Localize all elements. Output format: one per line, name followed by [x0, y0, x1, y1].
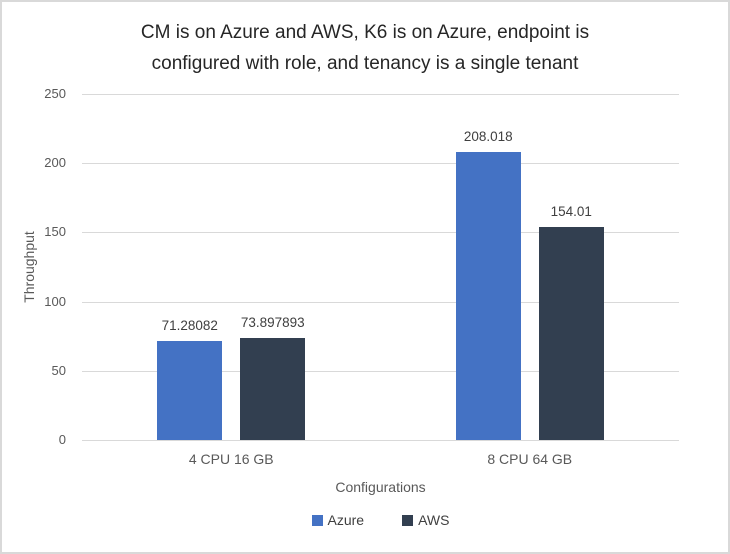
- y-tick-label: 150: [44, 224, 66, 240]
- gridline: [82, 94, 679, 95]
- category-label: 8 CPU 64 GB: [487, 451, 573, 467]
- chart-title-line-1: CM is on Azure and AWS, K6 is on Azure, …: [140, 22, 590, 43]
- legend-label-azure: Azure: [327, 512, 365, 528]
- legend-label-aws: AWS: [418, 512, 450, 528]
- y-tick-label: 100: [44, 293, 66, 309]
- data-label-azure: 71.28082: [161, 318, 218, 334]
- y-tick-label: 0: [58, 432, 66, 447]
- legend-item-aws: AWS: [402, 512, 449, 528]
- x-axis-title: Configurations: [335, 479, 426, 495]
- gridline: [82, 163, 679, 165]
- y-tick-label: 250: [44, 86, 66, 101]
- data-label-azure: 208.018: [463, 129, 513, 145]
- gridline: [82, 301, 679, 303]
- y-axis-title: Throughput: [21, 231, 37, 303]
- y-tick-label: 50: [51, 362, 66, 378]
- data-label-aws: 73.897893: [240, 314, 305, 330]
- chart-title: CM is on Azure and AWS, K6 is on Azure, …: [2, 17, 728, 79]
- gridline: [82, 370, 679, 372]
- legend: Azure AWS: [82, 512, 679, 528]
- legend-swatch-azure: [311, 514, 323, 526]
- bar-aws: [240, 337, 306, 440]
- legend-item-azure: Azure: [311, 512, 365, 528]
- gridline: [82, 232, 679, 234]
- bar-azure: [157, 341, 223, 440]
- chart-title-line-2: configured with role, and tenancy is a s…: [151, 53, 579, 74]
- bar-aws: [538, 226, 604, 440]
- data-label-aws: 154.01: [550, 203, 592, 219]
- legend-swatch-aws: [402, 514, 414, 526]
- bar-azure: [455, 152, 521, 440]
- y-tick-label: 200: [44, 155, 66, 171]
- x-axis-line: [82, 440, 679, 441]
- category-label: 4 CPU 16 GB: [188, 451, 274, 467]
